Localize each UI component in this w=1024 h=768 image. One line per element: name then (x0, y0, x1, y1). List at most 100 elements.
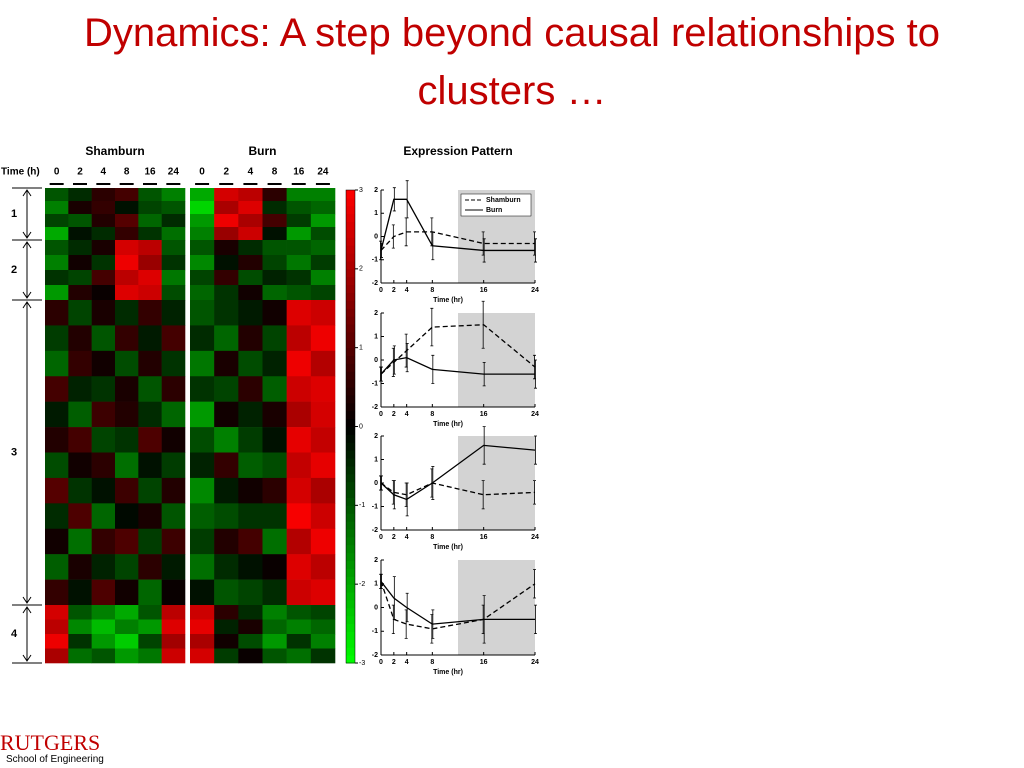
column-label: 16 (144, 167, 156, 178)
heat-cell (91, 619, 116, 635)
series-line (380, 324, 536, 375)
arrow-head (22, 241, 32, 299)
heat-cell (214, 605, 239, 620)
series-line (380, 198, 535, 252)
series-line (380, 580, 535, 625)
heat-cell (91, 452, 116, 479)
heat-cell (214, 188, 239, 202)
heat-cell (286, 285, 312, 301)
heat-cell (214, 285, 239, 301)
colorbar-segment (346, 607, 355, 617)
x-tick-label: 8 (430, 534, 434, 541)
y-tick-label: 2 (374, 557, 378, 564)
heat-cell (190, 350, 215, 377)
colorbar-segment (346, 536, 355, 546)
heat-cell (310, 300, 336, 326)
heat-cell (214, 240, 239, 256)
column-label: 16 (293, 167, 305, 178)
heat-cell (310, 285, 336, 301)
heat-cell (138, 452, 162, 479)
error-bar (431, 354, 435, 384)
heat-cell (310, 528, 336, 555)
heat-cell (238, 648, 263, 664)
y-tick-label: 1 (374, 456, 378, 463)
heat-cell (45, 648, 69, 664)
heat-cell (45, 300, 69, 326)
heat-cell (161, 605, 186, 620)
colorbar-segment (346, 213, 355, 223)
heat-cell (138, 648, 162, 664)
colorbar-segment (346, 229, 355, 238)
colorbar-segment (346, 292, 355, 301)
heat-cell (161, 270, 186, 286)
column-label: 24 (317, 167, 329, 178)
heat-cell (138, 255, 162, 271)
heat-cell (161, 201, 186, 215)
heat-cell (214, 634, 239, 649)
error-bar (533, 480, 536, 505)
heat-cell (68, 634, 92, 649)
heat-cell (286, 201, 312, 215)
heat-cell (91, 528, 116, 555)
heat-cell (262, 255, 287, 271)
shade (458, 436, 535, 530)
error-bar (533, 569, 536, 599)
heat-cell (68, 452, 92, 479)
error-bar (380, 475, 383, 491)
error-bar (380, 366, 383, 382)
column-label: 8 (272, 167, 278, 178)
colorbar-segment (346, 544, 355, 554)
group-label: Shamburn (85, 144, 144, 158)
colorbar-segment (346, 221, 355, 230)
y-tick-label: -2 (372, 527, 378, 534)
heat-cell (214, 401, 239, 428)
column-label: 4 (248, 167, 254, 178)
heat-cell (262, 227, 287, 241)
heat-cell (310, 201, 336, 215)
heat-cell (190, 619, 215, 635)
column-label: 4 (101, 167, 107, 178)
heat-cell (286, 619, 312, 635)
heat-cell (115, 477, 139, 504)
heat-cell (310, 270, 336, 286)
heat-cell (115, 227, 139, 241)
heat-cell (115, 605, 139, 620)
cluster-label: 3 (11, 446, 17, 458)
colorbar-segment (346, 631, 355, 640)
series-line (380, 581, 536, 630)
heat-cell (214, 201, 239, 215)
heat-cell (238, 528, 263, 555)
colorbar-segment (346, 371, 355, 380)
heat-cell (115, 634, 139, 649)
heat-cell (238, 214, 263, 228)
heat-cell (262, 240, 287, 256)
colorbar-segment (346, 513, 355, 522)
colorbar-segment (346, 308, 355, 317)
heat-cell (238, 477, 263, 504)
heat-cell (214, 503, 239, 530)
error-bar (430, 307, 434, 347)
heat-cell (115, 648, 139, 664)
heat-cell (115, 579, 139, 606)
heat-cell (238, 452, 263, 479)
logo-name: RUTGERS (0, 730, 101, 755)
x-tick-label: 4 (405, 534, 409, 541)
error-bar (482, 595, 486, 644)
heat-cell (91, 300, 116, 326)
heat-cell (286, 325, 312, 352)
error-bar (481, 480, 485, 510)
heat-cell (45, 201, 69, 215)
colorbar-segment (346, 355, 355, 364)
colorbar-segment (346, 552, 355, 562)
heat-cell (115, 201, 139, 215)
heat-cell (68, 285, 92, 301)
heat-cell (286, 240, 312, 256)
x-tick-label: 2 (392, 659, 396, 666)
heat-cell (45, 255, 69, 271)
heat-cell (138, 579, 162, 606)
heat-cell (238, 188, 263, 202)
heat-cell (238, 227, 263, 241)
heat-cell (115, 325, 139, 352)
heat-cell (238, 634, 263, 649)
